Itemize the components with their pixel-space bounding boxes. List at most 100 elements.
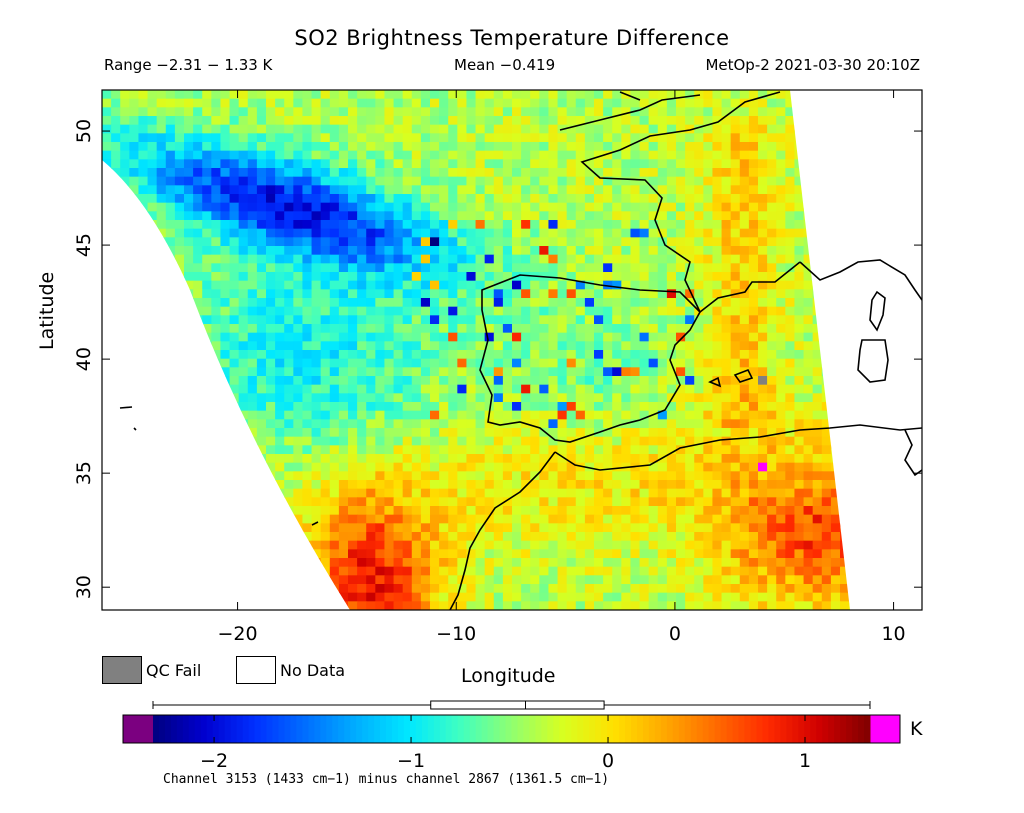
swath-pixel <box>184 159 194 169</box>
swath-pixel <box>666 488 677 498</box>
swath-pixel <box>730 185 741 195</box>
swath-pixel <box>256 350 267 360</box>
swath-pixel <box>256 402 267 412</box>
swath-pixel <box>785 332 796 342</box>
swath-pixel <box>202 428 212 438</box>
swath-pixel <box>384 306 395 316</box>
swath-pixel <box>375 376 386 386</box>
swath-pixel <box>566 298 577 308</box>
swath-pixel <box>311 393 322 403</box>
swath-pixel <box>402 237 413 247</box>
swath-pixel <box>284 419 294 429</box>
swath-pixel <box>785 540 796 550</box>
swath-pixel <box>867 194 877 203</box>
swath-pixel <box>621 341 632 351</box>
swath-pixel <box>621 558 632 568</box>
swath-pixel <box>639 324 650 334</box>
swath-pixel <box>493 549 504 559</box>
swath-pixel <box>338 98 349 108</box>
swath-pixel <box>913 116 923 125</box>
swath-pixel <box>320 185 331 195</box>
swath-pixel <box>703 410 714 420</box>
swath-pixel <box>229 532 240 542</box>
swath-pixel <box>776 506 786 516</box>
swath-pixel <box>193 107 203 117</box>
swath-pixel <box>767 350 777 360</box>
swath-pixel <box>612 480 622 490</box>
swath-pixel <box>311 506 322 516</box>
swath-pixel <box>748 194 759 204</box>
swath-pixel <box>338 107 349 117</box>
swath-pixel <box>220 462 231 472</box>
swath-pixel <box>785 462 796 472</box>
swath-pixel <box>785 436 796 446</box>
swath-pixel <box>384 358 395 368</box>
swath-pixel <box>247 246 258 256</box>
swath-pixel <box>129 532 140 542</box>
swath-pixel <box>320 150 331 160</box>
swath-pixel <box>302 428 313 438</box>
swath-pixel <box>475 462 486 472</box>
swath-pixel <box>439 324 449 334</box>
swath-pixel <box>320 107 331 117</box>
swath-pixel <box>821 367 832 377</box>
swath-pixel <box>329 254 340 264</box>
swath-pixel <box>657 116 668 126</box>
swath-pixel <box>266 98 276 108</box>
swath-pixel <box>904 307 914 316</box>
swath-pixel <box>111 558 121 568</box>
swath-pixel <box>220 228 231 238</box>
swath-pixel <box>457 185 468 195</box>
swath-pixel <box>284 150 294 160</box>
swath-pixel <box>904 177 914 186</box>
swath-pixel <box>284 237 294 247</box>
swath-pixel <box>840 133 850 143</box>
swath-pixel <box>493 428 504 438</box>
swath-pixel <box>238 514 249 524</box>
swath-pixel <box>193 228 203 238</box>
swath-pixel <box>448 540 458 550</box>
swath-pixel <box>366 159 376 169</box>
swath-pixel <box>657 133 668 143</box>
swath-pixel <box>211 566 222 576</box>
swath-pixel <box>202 150 212 160</box>
swath-pixel <box>913 558 923 567</box>
swath-pixel <box>785 324 796 334</box>
swath-pixel <box>803 497 814 507</box>
swath-pixel <box>739 185 750 195</box>
swath-pixel <box>721 540 732 550</box>
swath-pixel <box>758 133 768 143</box>
swath-pixel <box>530 350 540 360</box>
swath-pixel <box>420 462 431 472</box>
swath-pixel <box>111 514 121 524</box>
swath-pixel <box>156 523 167 533</box>
swath-pixel <box>904 549 914 558</box>
swath-pixel <box>812 514 823 524</box>
swath-pixel <box>758 410 768 420</box>
swath-pixel <box>812 228 823 238</box>
swath-pixel <box>293 133 304 143</box>
swath-pixel <box>393 566 404 576</box>
swath-pixel <box>666 289 677 299</box>
swath-pixel <box>393 228 404 238</box>
swath-pixel <box>302 350 313 360</box>
swath-pixel <box>730 402 741 412</box>
swath-pixel <box>730 332 741 342</box>
swath-pixel <box>621 98 632 108</box>
swath-pixel <box>886 211 896 220</box>
swath-pixel <box>648 176 659 186</box>
swath-pixel <box>275 471 285 481</box>
swath-pixel <box>758 419 768 429</box>
swath-pixel <box>174 410 185 420</box>
swath-pixel <box>867 359 877 368</box>
swath-pixel <box>685 159 695 169</box>
swath-pixel <box>475 168 486 178</box>
swath-pixel <box>876 437 886 446</box>
swath-pixel <box>685 445 695 455</box>
swath-pixel <box>220 445 231 455</box>
swath-pixel <box>147 142 158 152</box>
swath-pixel <box>612 237 622 247</box>
swath-pixel <box>156 540 167 550</box>
swath-pixel <box>211 272 222 282</box>
swath-pixel <box>111 332 121 342</box>
